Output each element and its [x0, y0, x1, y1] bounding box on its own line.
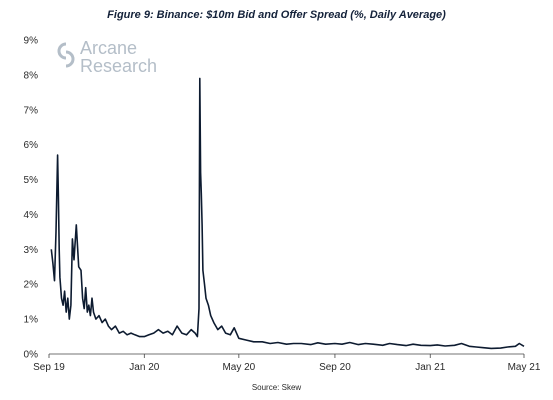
y-tick-label: 2%	[24, 280, 39, 291]
logo-text-line2: Research	[80, 56, 157, 76]
y-tick-label: 3%	[24, 245, 39, 256]
y-tick-label: 8%	[24, 70, 39, 81]
y-tick-label: 9%	[24, 36, 39, 47]
y-tick-label: 7%	[24, 105, 39, 116]
y-tick-label: 6%	[24, 140, 39, 151]
series-layer	[50, 77, 525, 350]
x-tick-label: Sep 20	[319, 362, 351, 373]
x-tick-label: Jan 21	[415, 362, 445, 373]
x-tick-label: Sep 19	[33, 362, 65, 373]
x-tick-label: May 20	[222, 362, 255, 373]
series-line	[50, 77, 525, 350]
y-axis: 0% 1% 2% 3% 4% 5% 6% 7% 8% 9%	[24, 36, 39, 361]
logo-text-line1: Arcane	[80, 38, 137, 58]
y-tick-label: 0%	[24, 350, 39, 361]
arcane-research-logo: Arcane Research	[57, 38, 157, 76]
y-tick-label: 5%	[24, 175, 39, 186]
y-tick-label: 4%	[24, 210, 39, 221]
chart-source: Source: Skew	[251, 383, 302, 392]
x-tick-label: May 21	[508, 362, 541, 373]
logo-mark-icon	[57, 42, 75, 68]
x-tick-label: Jan 20	[129, 362, 159, 373]
chart-title: Figure 9: Binance: $10m Bid and Offer Sp…	[107, 9, 446, 21]
x-axis: Sep 19 Jan 20 May 20 Sep 20 Jan 21 May 21	[33, 353, 541, 373]
y-tick-label: 1%	[24, 315, 39, 326]
